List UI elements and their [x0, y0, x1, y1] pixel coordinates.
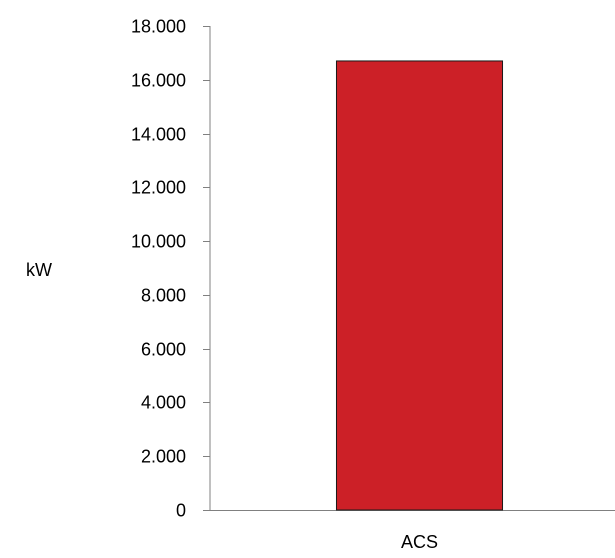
- y-tick-label: 6.000: [141, 340, 186, 360]
- x-tick-label: ACS: [401, 532, 438, 552]
- bar-acs: [335, 60, 504, 511]
- y-tick-label: 8.000: [141, 286, 186, 306]
- y-tick-label: 4.000: [141, 393, 186, 413]
- x-axis: ACS: [210, 510, 615, 552]
- y-tick-label: 10.000: [131, 232, 186, 252]
- y-axis-label: kW: [26, 260, 52, 280]
- y-tick-label: 2.000: [141, 447, 186, 467]
- axis-labels: kW: [26, 260, 52, 280]
- y-tick-label: 14.000: [131, 125, 186, 145]
- bars: [335, 60, 504, 511]
- y-axis: 0 2.000 4.000 6.000 8.000 10.000 12.000 14.000 1…: [131, 17, 211, 521]
- y-tick-label: 16.000: [131, 71, 186, 91]
- y-tick-label: 18.000: [131, 17, 186, 37]
- y-tick-label: 0: [176, 501, 186, 521]
- y-tick-label: 12.000: [131, 178, 186, 198]
